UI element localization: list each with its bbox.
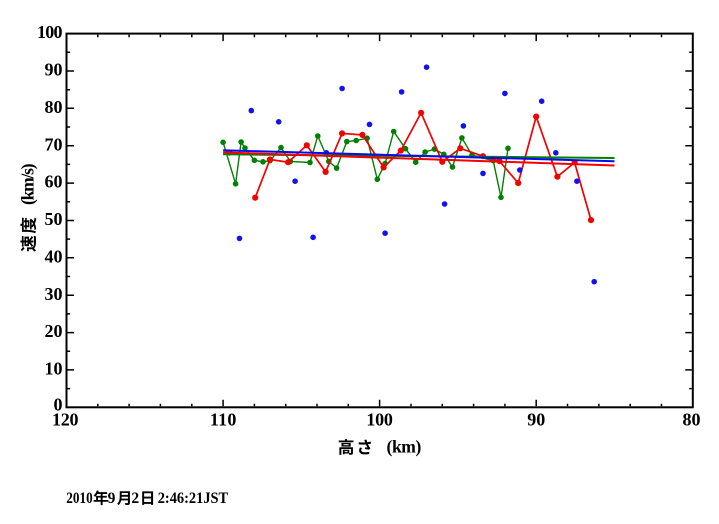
svg-text:20: 20 <box>45 321 63 341</box>
svg-text:2010: 2010 <box>66 490 93 507</box>
svg-text:30: 30 <box>45 284 63 304</box>
svg-text:60: 60 <box>45 172 63 192</box>
svg-text:2: 2 <box>131 490 139 507</box>
svg-text:90: 90 <box>45 60 63 80</box>
svg-text:80: 80 <box>45 97 63 117</box>
svg-text:50: 50 <box>45 209 63 229</box>
svg-text:(km/s): (km/s) <box>18 163 38 205</box>
svg-text:110: 110 <box>210 409 237 429</box>
svg-text:40: 40 <box>45 246 63 266</box>
svg-text:2:46:21JST: 2:46:21JST <box>158 490 229 507</box>
svg-text:0: 0 <box>54 394 63 414</box>
svg-text:100: 100 <box>37 22 63 42</box>
svg-text:120: 120 <box>52 409 79 429</box>
svg-text:80: 80 <box>683 409 701 429</box>
svg-text:(km): (km) <box>387 437 422 457</box>
svg-text:70: 70 <box>45 134 63 154</box>
svg-text:100: 100 <box>366 409 393 429</box>
svg-text:9: 9 <box>108 490 116 507</box>
svg-text:90: 90 <box>527 409 545 429</box>
svg-text:10: 10 <box>45 359 63 379</box>
